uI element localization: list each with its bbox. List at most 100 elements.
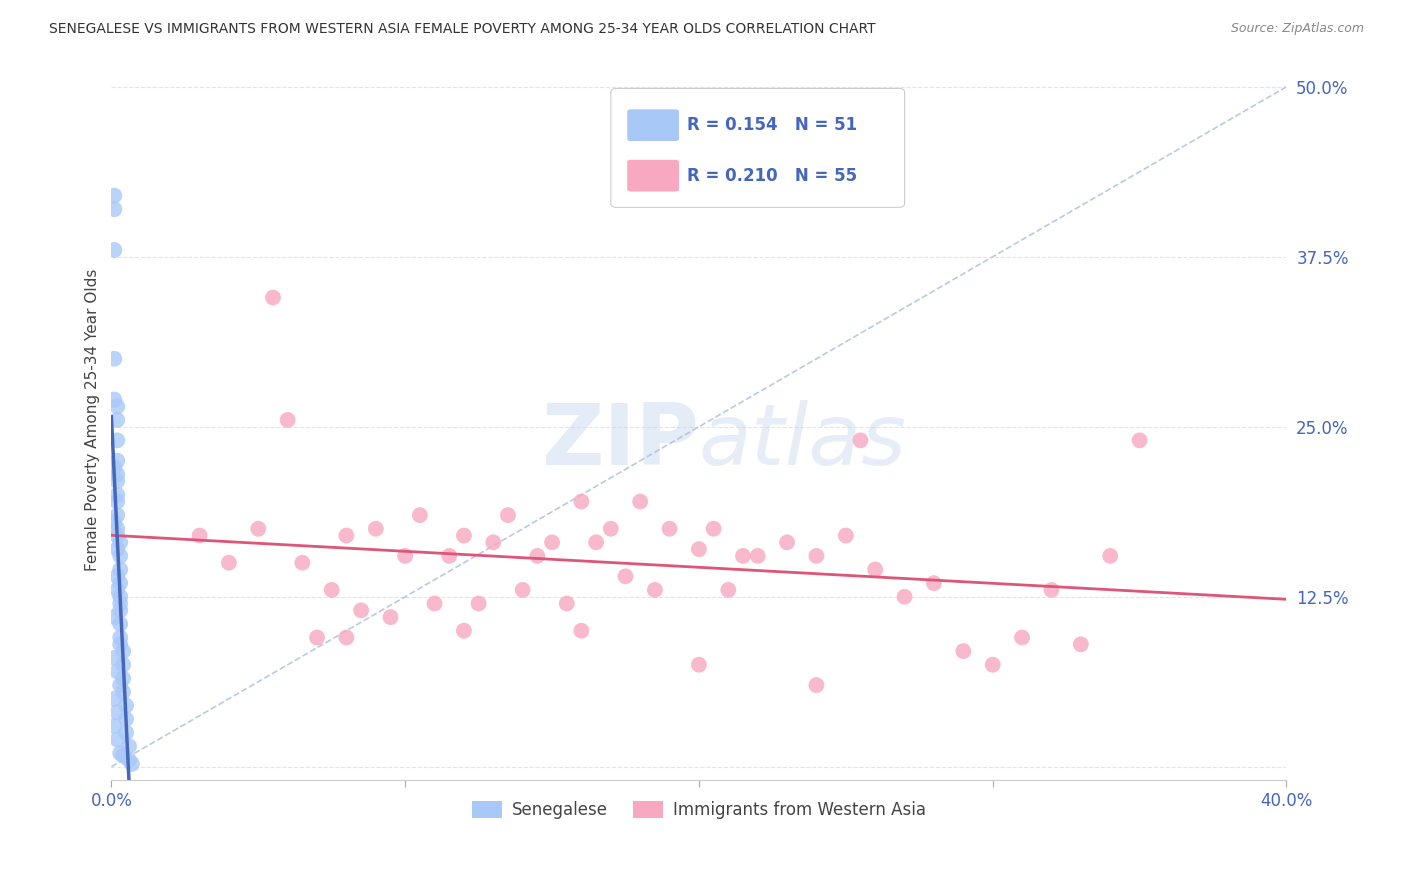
- Point: [115, 725, 138, 739]
- Point: [541, 535, 564, 549]
- Point: [262, 291, 284, 305]
- Legend: Senegalese, Immigrants from Western Asia: Senegalese, Immigrants from Western Asia: [465, 795, 932, 826]
- Point: [105, 467, 128, 482]
- FancyBboxPatch shape: [627, 110, 679, 141]
- Point: [482, 535, 505, 549]
- Point: [731, 549, 754, 563]
- Point: [103, 691, 125, 706]
- Text: SENEGALESE VS IMMIGRANTS FROM WESTERN ASIA FEMALE POVERTY AMONG 25-34 YEAR OLDS : SENEGALESE VS IMMIGRANTS FROM WESTERN AS…: [49, 22, 876, 37]
- Point: [585, 535, 607, 549]
- Point: [380, 610, 402, 624]
- Point: [439, 549, 461, 563]
- Point: [110, 576, 132, 591]
- Point: [105, 454, 128, 468]
- Point: [115, 698, 138, 713]
- Point: [110, 631, 132, 645]
- Point: [118, 739, 141, 754]
- Point: [105, 542, 128, 557]
- Point: [112, 748, 135, 763]
- Point: [105, 665, 128, 679]
- Text: R = 0.210   N = 55: R = 0.210 N = 55: [688, 167, 858, 185]
- Point: [1129, 434, 1152, 448]
- Point: [496, 508, 519, 523]
- Point: [1099, 549, 1122, 563]
- Point: [105, 474, 128, 488]
- Point: [103, 392, 125, 407]
- Point: [335, 631, 357, 645]
- Point: [571, 624, 593, 638]
- Text: Source: ZipAtlas.com: Source: ZipAtlas.com: [1230, 22, 1364, 36]
- Point: [105, 522, 128, 536]
- Point: [863, 562, 886, 576]
- Point: [394, 549, 416, 563]
- Point: [321, 582, 343, 597]
- Point: [105, 732, 128, 747]
- Point: [103, 515, 125, 529]
- Point: [423, 597, 446, 611]
- Point: [110, 562, 132, 576]
- Point: [922, 576, 945, 591]
- Point: [105, 582, 128, 597]
- Point: [103, 202, 125, 217]
- Point: [105, 494, 128, 508]
- Point: [103, 460, 125, 475]
- Point: [105, 488, 128, 502]
- Point: [614, 569, 637, 583]
- Point: [277, 413, 299, 427]
- Point: [512, 582, 534, 597]
- Point: [703, 522, 725, 536]
- Point: [105, 400, 128, 414]
- Point: [453, 528, 475, 542]
- Text: ZIP: ZIP: [541, 401, 699, 483]
- Point: [409, 508, 432, 523]
- Point: [599, 522, 621, 536]
- Point: [835, 528, 858, 542]
- Point: [105, 706, 128, 720]
- Point: [105, 508, 128, 523]
- FancyBboxPatch shape: [610, 88, 904, 207]
- Point: [110, 535, 132, 549]
- Point: [110, 678, 132, 692]
- Point: [103, 610, 125, 624]
- Point: [305, 631, 328, 645]
- Point: [1040, 582, 1063, 597]
- Point: [103, 243, 125, 257]
- Point: [571, 494, 593, 508]
- Point: [644, 582, 666, 597]
- Point: [110, 637, 132, 651]
- Point: [350, 603, 373, 617]
- Point: [110, 590, 132, 604]
- Point: [188, 528, 211, 542]
- Point: [453, 624, 475, 638]
- Point: [112, 685, 135, 699]
- Point: [105, 528, 128, 542]
- Point: [105, 569, 128, 583]
- Point: [103, 651, 125, 665]
- Point: [112, 657, 135, 672]
- Point: [849, 434, 872, 448]
- Point: [717, 582, 740, 597]
- Point: [110, 603, 132, 617]
- Point: [952, 644, 974, 658]
- Point: [103, 351, 125, 366]
- Point: [112, 644, 135, 658]
- Point: [110, 597, 132, 611]
- Point: [218, 556, 240, 570]
- Text: R = 0.154   N = 51: R = 0.154 N = 51: [688, 116, 858, 134]
- Point: [110, 549, 132, 563]
- Point: [335, 528, 357, 542]
- Point: [247, 522, 270, 536]
- Point: [103, 719, 125, 733]
- Point: [110, 746, 132, 760]
- Point: [291, 556, 314, 570]
- Point: [806, 678, 828, 692]
- Point: [893, 590, 915, 604]
- Y-axis label: Female Poverty Among 25-34 Year Olds: Female Poverty Among 25-34 Year Olds: [86, 268, 100, 571]
- Point: [121, 756, 143, 771]
- Point: [112, 671, 135, 685]
- Point: [105, 413, 128, 427]
- Point: [688, 542, 710, 557]
- Text: atlas: atlas: [699, 401, 907, 483]
- Point: [467, 597, 489, 611]
- Point: [364, 522, 387, 536]
